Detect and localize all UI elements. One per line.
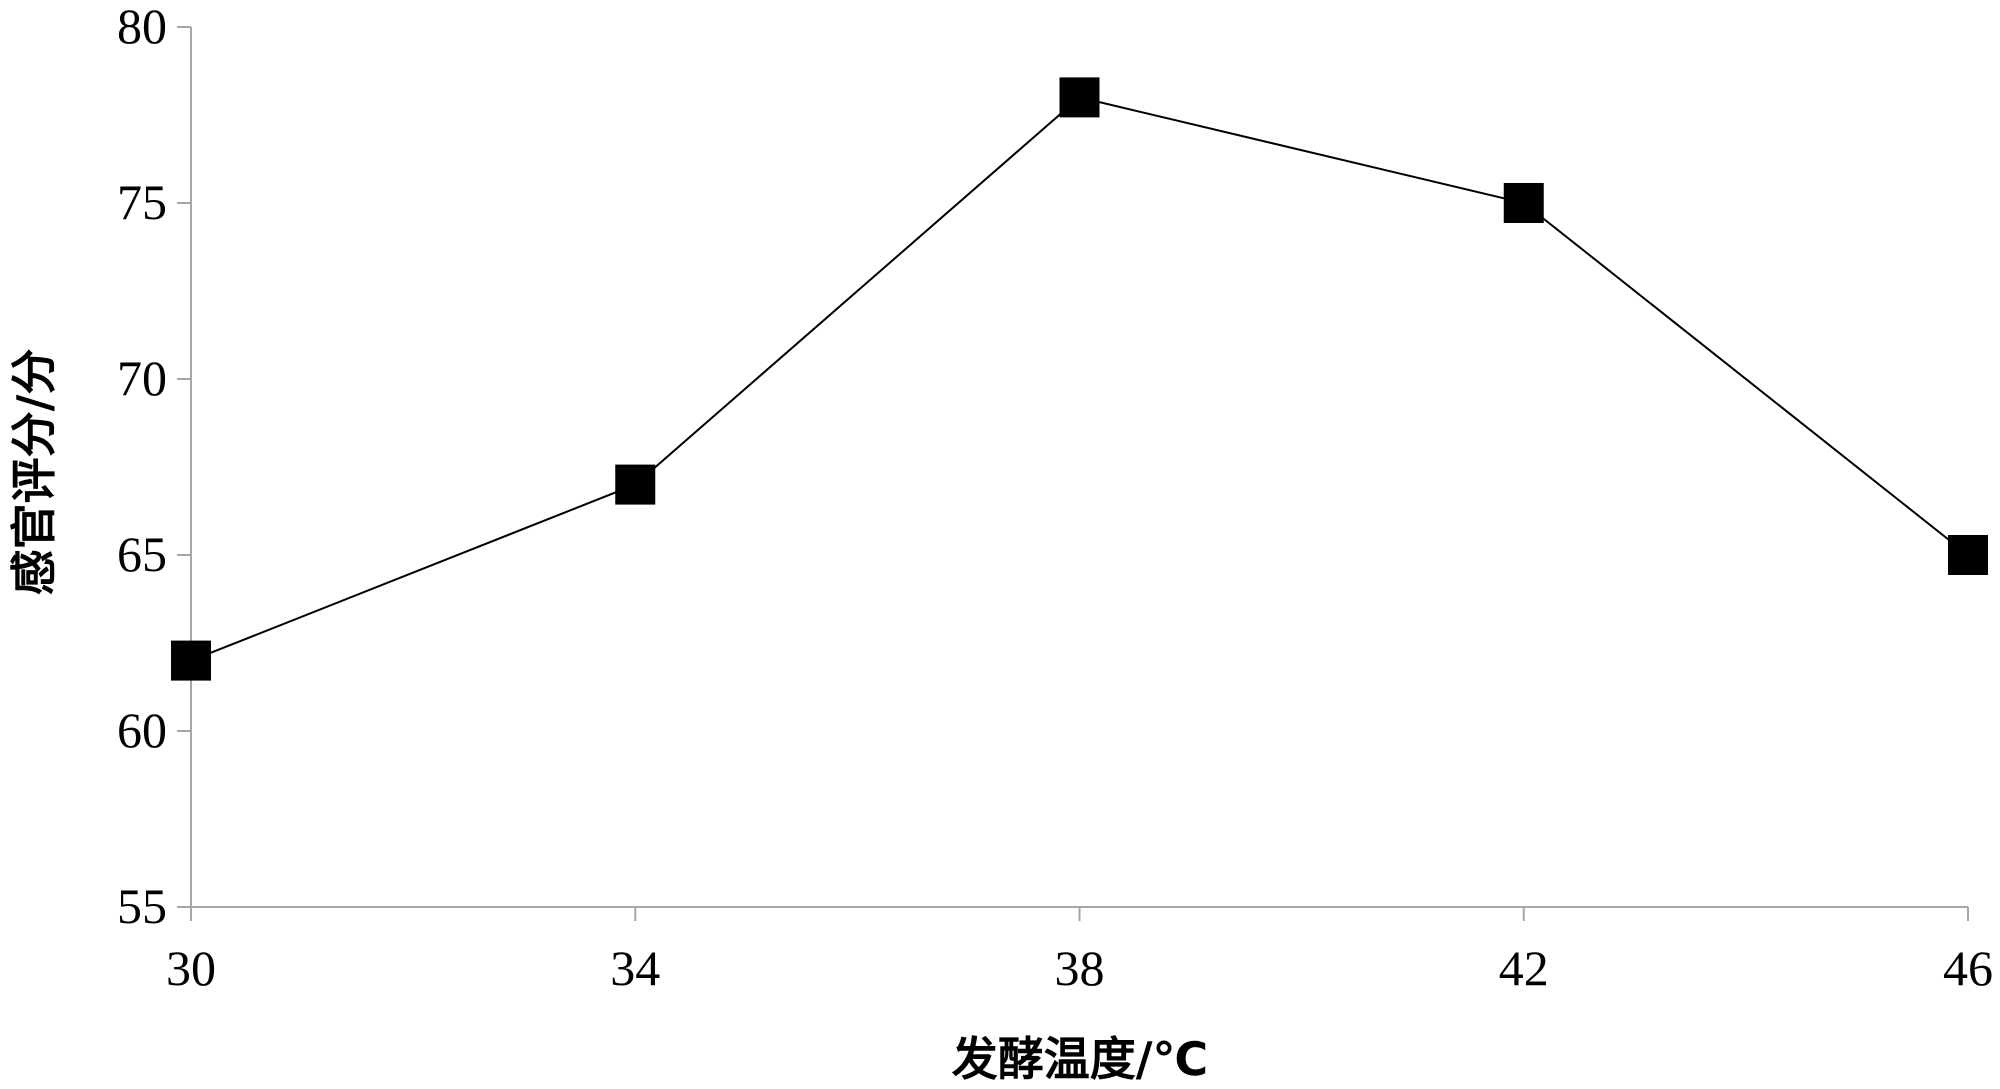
data-point-marker [171, 640, 211, 681]
y-tick-label: 75 [117, 174, 167, 230]
y-tick-label: 60 [117, 702, 167, 758]
y-axis-ticks: 55 60 65 70 75 80 [117, 0, 191, 934]
x-tick-label: 38 [1055, 940, 1105, 996]
data-point-marker [1948, 535, 1988, 575]
x-tick-label: 46 [1943, 940, 1993, 996]
axes [190, 27, 1968, 908]
y-tick-label: 70 [117, 350, 167, 406]
x-axis-title: 发酵温度/℃ [952, 1032, 1209, 1086]
data-point-marker [1059, 77, 1100, 118]
data-point-marker [1503, 183, 1544, 223]
y-tick-label: 80 [117, 0, 167, 54]
x-tick-label: 30 [166, 940, 216, 996]
data-point-marker [615, 464, 656, 505]
x-tick-label: 42 [1499, 940, 1549, 996]
y-tick-label: 55 [117, 878, 167, 934]
y-tick-label: 65 [117, 526, 167, 582]
x-tick-label: 34 [610, 940, 660, 996]
series-layer [171, 77, 1988, 681]
x-axis-ticks: 30 34 38 42 46 [166, 907, 1993, 996]
y-axis-title: 感官评分/分 [7, 349, 61, 596]
series-line [190, 96, 1969, 662]
